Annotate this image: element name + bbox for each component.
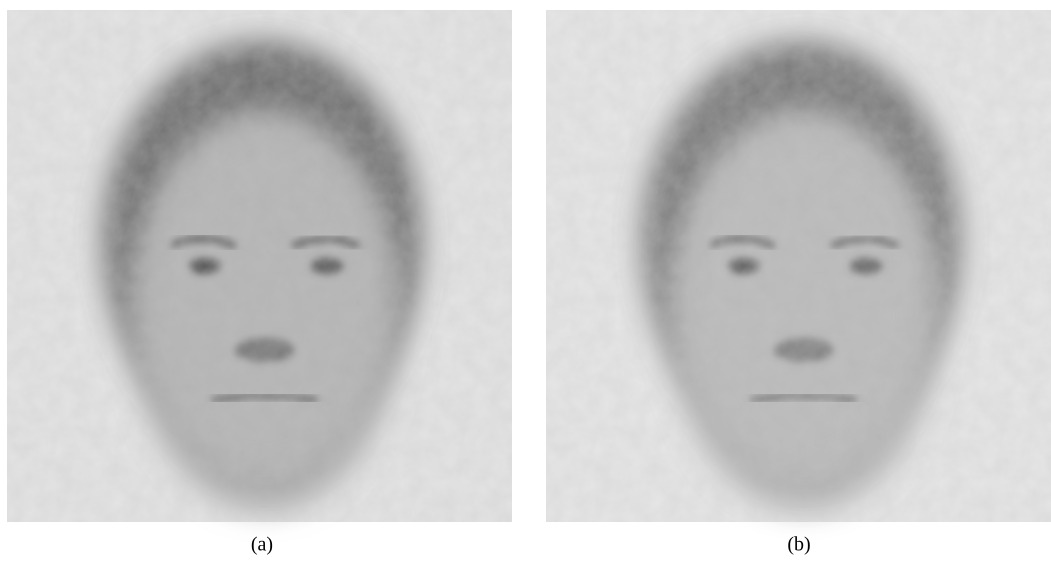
caption: (b)	[787, 534, 810, 556]
face-image	[546, 10, 1051, 522]
face-image	[7, 10, 512, 522]
caption: (a)	[251, 534, 273, 556]
